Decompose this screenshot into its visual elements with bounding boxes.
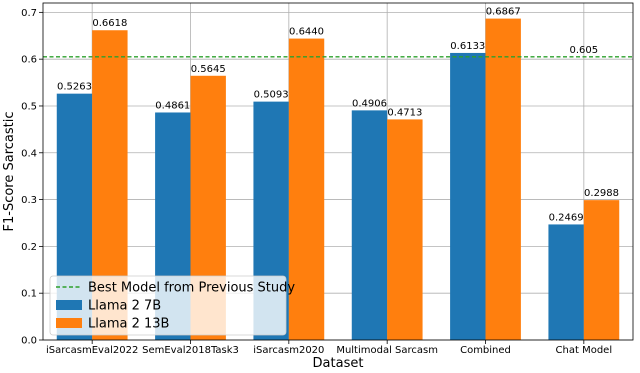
x-tick-label-isarcasmeval2022: iSarcasmEval2022: [46, 345, 138, 356]
x-axis-ticks: iSarcasmEval2022 SemEval2018Task3 iSarcasm…: [46, 340, 612, 356]
y-tick-label: 0.1: [21, 289, 37, 300]
data-label-llama-2-13b-combined: 0.6867: [486, 7, 521, 18]
data-label-llama-2-13b-multimodal-sarcasm: 0.4713: [387, 107, 422, 118]
plot-frame: [42, 2, 634, 341]
data-labels: 0.5263 0.4861 0.5093 0.4906 0.6133 0.2469 0.66…: [57, 7, 619, 224]
bar-llama-2-13b-multimodal-sarcasm: [387, 119, 423, 340]
x-tick-label-combined: Combined: [460, 345, 511, 356]
x-tick-label-isarcasm2020: iSarcasm2020: [253, 345, 324, 356]
bar-llama-2-13b-chat-model: [583, 200, 620, 340]
x-tick-label-semeval2018task3: SemEval2018Task3: [142, 345, 239, 356]
legend-swatch-llama-2-7b: [56, 300, 82, 310]
data-label-llama-2-13b-semeval2018task3: 0.5645: [191, 64, 226, 75]
y-tick-label: 0.3: [21, 195, 37, 206]
legend-box: [49, 275, 287, 336]
legend: Best Model from Previous Study Llama 2 7…: [49, 275, 295, 336]
x-axis-label: Dataset: [313, 356, 364, 371]
data-label-llama-2-7b-semeval2018task3: 0.4861: [155, 100, 190, 111]
bar-llama-2-7b-combined: [450, 52, 486, 340]
x-tick-label-chat-model: Chat Model: [556, 345, 613, 356]
x-tick-label-multimodal-sarcasm: Multimodal Sarcasm: [336, 345, 438, 356]
data-label-llama-2-7b-chat-model: 0.2469: [549, 212, 584, 223]
y-tick-label: 0.6: [21, 55, 37, 66]
y-tick-label: 0.4: [21, 148, 37, 159]
data-label-llama-2-7b-isarcasm2020: 0.5093: [254, 90, 289, 101]
legend-label-reference: Best Model from Previous Study: [88, 281, 295, 296]
data-label-llama-2-13b-isarcasmeval2022: 0.6618: [92, 18, 127, 29]
bar-llama-2-7b-multimodal-sarcasm: [351, 110, 388, 340]
y-axis-label: F1-Score Sarcastic: [2, 111, 17, 231]
legend-label-llama-2-13b: Llama 2 13B: [88, 317, 169, 332]
bar-llama-2-13b-isarcasm2020: [288, 38, 325, 340]
data-label-llama-2-7b-isarcasmeval2022: 0.5263: [57, 82, 92, 93]
bar-llama-2-13b-combined: [485, 18, 521, 341]
data-label-llama-2-13b-isarcasm2020: 0.6440: [289, 27, 324, 38]
data-label-llama-2-13b-chat-model: 0.2988: [584, 188, 619, 199]
y-tick-label: 0.0: [21, 336, 37, 347]
legend-label-llama-2-7b: Llama 2 7B: [88, 299, 161, 314]
reference-line-label: 0.605: [570, 45, 599, 56]
bar-llama-2-7b-chat-model: [548, 224, 584, 340]
y-tick-label: 0.5: [21, 101, 37, 112]
data-label-llama-2-7b-combined: 0.6133: [450, 41, 485, 52]
y-tick-label: 0.2: [21, 242, 37, 253]
y-axis-ticks: 0.0 0.1 0.2 0.3 0.4 0.5 0.6 0.7: [21, 8, 43, 347]
data-label-llama-2-7b-multimodal-sarcasm: 0.4906: [352, 98, 387, 109]
legend-swatch-llama-2-13b: [56, 318, 82, 328]
y-tick-label: 0.7: [21, 8, 37, 19]
